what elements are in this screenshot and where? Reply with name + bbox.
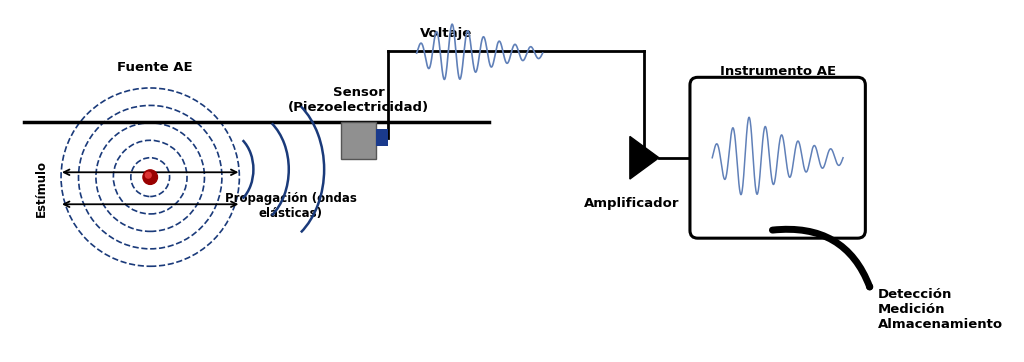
FancyArrowPatch shape bbox=[772, 229, 869, 287]
Text: Sensor
(Piezoelectricidad): Sensor (Piezoelectricidad) bbox=[288, 86, 429, 114]
Text: Voltaje: Voltaje bbox=[420, 26, 472, 39]
FancyBboxPatch shape bbox=[690, 77, 865, 238]
FancyBboxPatch shape bbox=[376, 129, 388, 146]
FancyBboxPatch shape bbox=[341, 122, 376, 159]
Text: Fuente AE: Fuente AE bbox=[117, 62, 193, 75]
Circle shape bbox=[143, 170, 158, 184]
Text: Detección
Medición
Almacenamiento: Detección Medición Almacenamiento bbox=[878, 287, 1004, 331]
Text: Propagación (ondas
elásticas): Propagación (ondas elásticas) bbox=[225, 191, 356, 220]
Text: Estímulo: Estímulo bbox=[35, 160, 48, 217]
Text: Instrumento AE: Instrumento AE bbox=[720, 65, 836, 78]
Circle shape bbox=[145, 172, 152, 178]
Polygon shape bbox=[630, 136, 659, 179]
Text: Amplificador: Amplificador bbox=[584, 197, 680, 210]
